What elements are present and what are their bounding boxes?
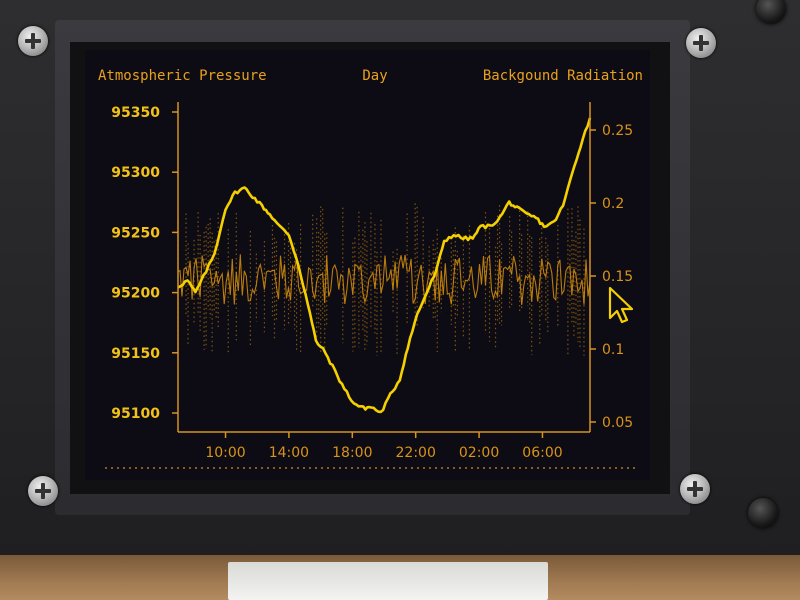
x-tick-label: 10:00 (205, 445, 245, 461)
x-tick-label: 22:00 (396, 445, 436, 461)
left-axis-title: Atmospheric Pressure (98, 68, 267, 84)
left-tick-label: 95250 (111, 225, 160, 241)
left-tick-label: 95150 (111, 346, 160, 362)
right-tick-label: 0.2 (602, 196, 624, 212)
left-tick-label: 95350 (111, 105, 160, 121)
right-axis-title: Backgound Radiation (483, 68, 643, 84)
left-tick-label: 95200 (111, 286, 160, 302)
x-axis-ticks: 10:00 14:00 18:00 22:00 02:00 06:00 (205, 432, 562, 461)
x-tick-label: 06:00 (522, 445, 562, 461)
x-tick-label: 18:00 (332, 445, 372, 461)
left-tick-label: 95100 (111, 406, 160, 422)
x-tick-label: 14:00 (269, 445, 309, 461)
right-axis-ticks: 0.25 0.2 0.15 0.1 0.05 (590, 123, 633, 431)
right-tick-label: 0.15 (602, 269, 633, 285)
mouse-pointer-icon (610, 288, 632, 322)
radiation-series (178, 203, 590, 356)
chart-title: Day (362, 68, 387, 84)
x-tick-label: 02:00 (459, 445, 499, 461)
left-axis-ticks: 95350 95300 95250 95200 95150 95100 (111, 105, 178, 422)
left-tick-label: 95300 (111, 165, 160, 181)
right-tick-label: 0.25 (602, 123, 633, 139)
right-tick-label: 0.05 (602, 415, 633, 431)
right-tick-label: 0.1 (602, 342, 624, 358)
